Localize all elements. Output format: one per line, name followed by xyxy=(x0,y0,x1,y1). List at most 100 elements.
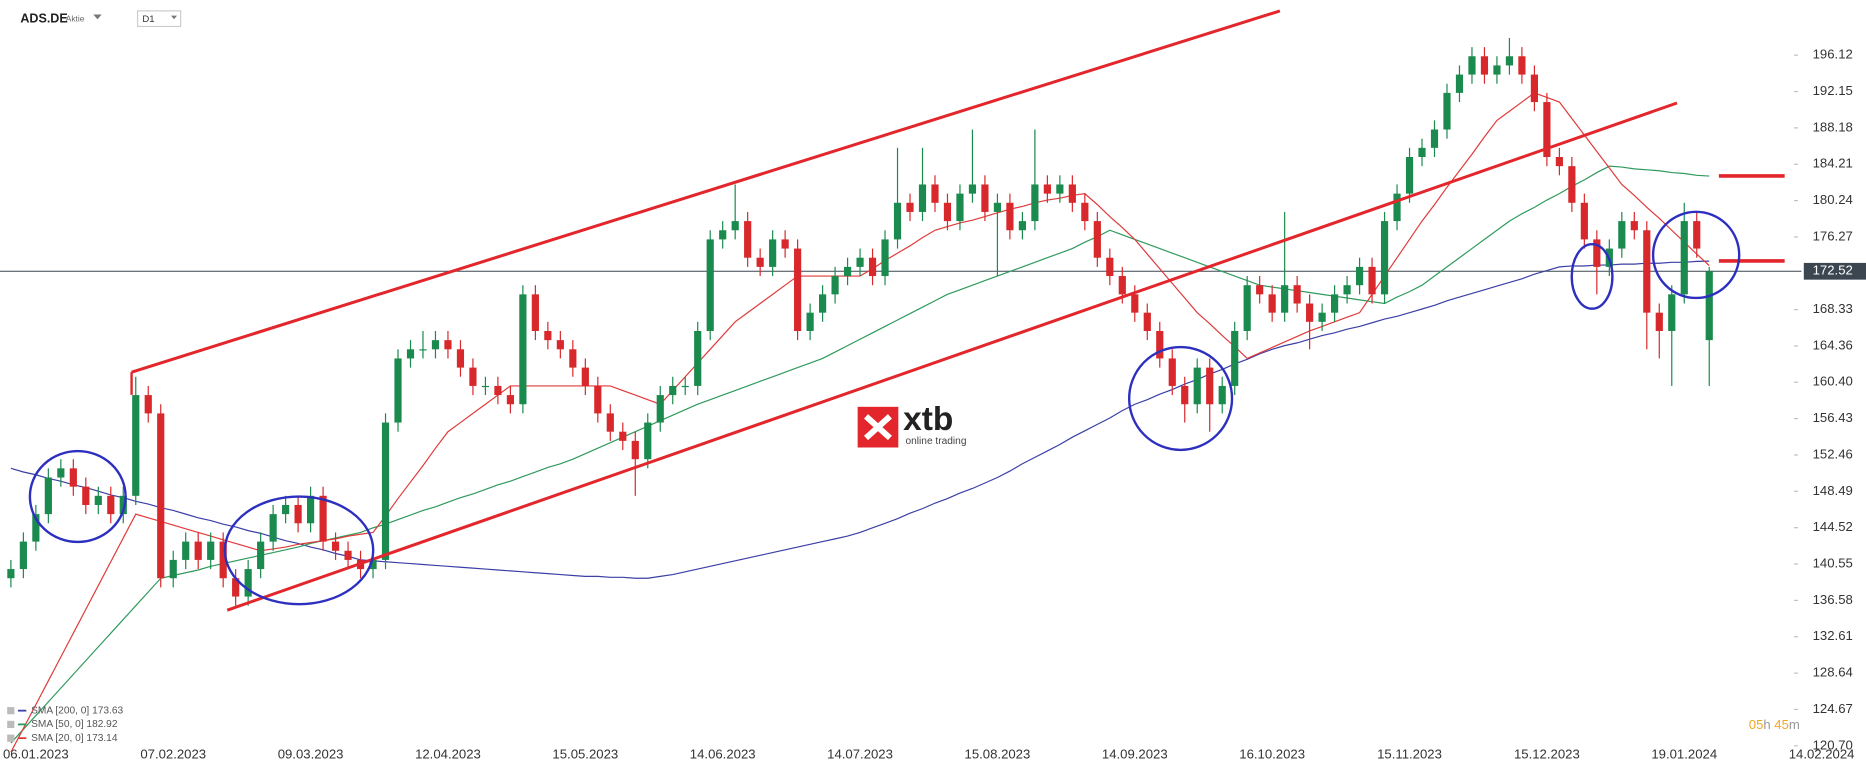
y-tick-label: 132.61 xyxy=(1813,628,1853,643)
candle-body xyxy=(1131,294,1139,313)
candle-body xyxy=(1555,156,1563,167)
channel-lower xyxy=(226,101,1678,612)
candle-body xyxy=(1430,129,1439,148)
candle-body xyxy=(119,495,127,515)
candle-body xyxy=(1705,271,1713,341)
sma-line xyxy=(10,260,1710,579)
axis-layer: 196.12 192.15 188.18 184.21 180.24 176.27 168.… xyxy=(0,47,1866,761)
x-tick-label: 14.09.2023 xyxy=(1102,746,1168,761)
candle-body xyxy=(669,385,677,396)
candle-body xyxy=(956,193,964,222)
candle-body xyxy=(506,395,514,405)
candle-body xyxy=(394,358,402,423)
interval-dropdown[interactable] xyxy=(171,15,178,20)
price-label-box xyxy=(1803,262,1866,280)
x-tick-label: 16.10.2023 xyxy=(1239,746,1305,761)
candle-body xyxy=(369,559,377,570)
x-tick-label: 14.07.2023 xyxy=(827,746,893,761)
candle-body xyxy=(868,257,877,277)
highlight-ellipse xyxy=(223,495,375,606)
y-tick-label: 160.40 xyxy=(1813,374,1853,389)
x-tick-label: 15.11.2023 xyxy=(1377,746,1442,761)
candle-body xyxy=(331,541,340,551)
candle-body xyxy=(843,266,852,277)
legend-label: SMA [200, 0] 173.63 xyxy=(31,705,123,716)
candle-body xyxy=(481,385,490,388)
y-tick-label: 188.18 xyxy=(1813,119,1853,134)
channel-upper xyxy=(131,9,1281,374)
candle-body xyxy=(1181,385,1189,405)
highlight-ellipse xyxy=(28,449,127,544)
candle-body xyxy=(344,550,352,560)
candle-body xyxy=(1043,184,1051,194)
candle-body xyxy=(1355,266,1364,286)
annotations xyxy=(28,9,1785,612)
candle-body xyxy=(1493,65,1501,75)
candle-body xyxy=(781,239,789,249)
candle-body xyxy=(7,569,15,579)
watermark: xtb online trading xyxy=(857,401,966,448)
header: ADS.DE Aktie D1 xyxy=(20,10,182,28)
candle-body xyxy=(419,349,427,351)
candle-body xyxy=(744,221,752,258)
candle-body xyxy=(494,385,502,396)
candle-body xyxy=(806,312,814,331)
candle-body xyxy=(32,514,40,542)
candle-body xyxy=(1530,74,1538,103)
countdown-unit: h xyxy=(1763,718,1770,733)
highlight-ellipse xyxy=(1651,210,1741,300)
candle-body xyxy=(1343,285,1351,295)
candle-body xyxy=(1405,156,1414,194)
y-tick-label: 168.33 xyxy=(1813,301,1853,316)
candle-body xyxy=(519,294,527,405)
candle-body xyxy=(1693,221,1701,249)
candle-body xyxy=(19,541,27,570)
candle-body xyxy=(819,294,827,313)
y-tick-label: 196.12 xyxy=(1813,47,1853,62)
candle-body xyxy=(631,440,639,460)
candle-body xyxy=(1068,184,1076,203)
candle-body xyxy=(619,431,627,441)
symbol-dropdown[interactable] xyxy=(93,14,102,20)
candle-body xyxy=(544,330,552,341)
candle-body xyxy=(581,367,589,386)
x-tick-label: 12.04.2023 xyxy=(415,746,481,761)
countdown-unit: m xyxy=(1789,718,1800,733)
candle-body xyxy=(1193,367,1201,405)
candle-body xyxy=(94,495,102,505)
candle-body xyxy=(1380,221,1389,295)
candle-body xyxy=(1243,285,1251,331)
candle-body xyxy=(731,221,739,231)
candle-body xyxy=(1318,312,1326,322)
candle-body xyxy=(232,578,240,597)
candle-body xyxy=(1655,312,1663,331)
countdown-hours: 05 xyxy=(1749,718,1764,733)
symbol[interactable]: ADS.DE xyxy=(20,12,67,26)
candle-body xyxy=(69,468,77,487)
legend-icon xyxy=(7,707,15,715)
candle-body xyxy=(194,541,202,560)
countdown: 05h 45m xyxy=(1749,718,1800,733)
candle-body xyxy=(1331,294,1339,313)
candle-body xyxy=(1618,221,1626,249)
x-tick-label: 14.06.2023 xyxy=(690,746,756,761)
candle-body xyxy=(1268,294,1276,313)
y-tick-label: 144.52 xyxy=(1813,519,1853,534)
y-tick-label: 136.58 xyxy=(1813,592,1853,607)
candle-body xyxy=(556,340,564,350)
y-tick-label: 164.36 xyxy=(1813,337,1853,352)
x-tick-label: 07.02.2023 xyxy=(140,746,206,761)
interval[interactable]: D1 xyxy=(142,14,154,25)
candle-body xyxy=(469,367,477,386)
candle-body xyxy=(1306,303,1314,322)
candle-body xyxy=(769,239,777,267)
candle-body xyxy=(319,495,327,542)
interval-box[interactable] xyxy=(136,10,182,28)
candle-body xyxy=(1256,285,1264,295)
candle-body xyxy=(1156,330,1164,359)
candle-body xyxy=(881,239,889,277)
candle-body xyxy=(257,541,265,570)
candle-body xyxy=(1281,285,1289,313)
